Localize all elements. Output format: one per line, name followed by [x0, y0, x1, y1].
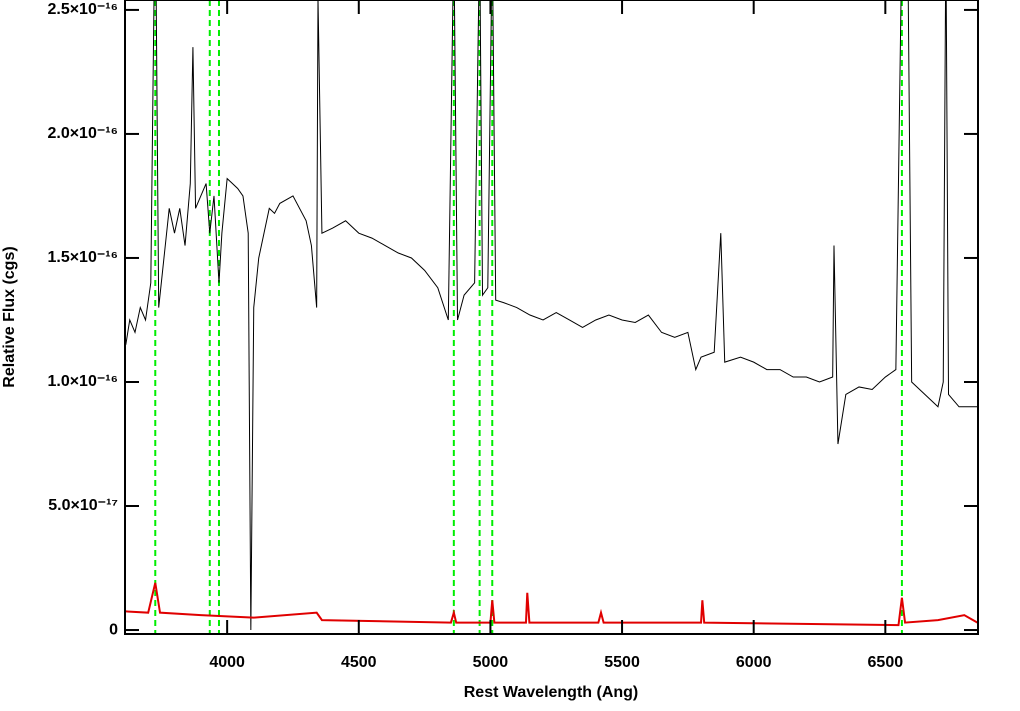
x-tick-label: 6000: [736, 654, 772, 671]
y-tick-label: 2.0×10⁻¹⁶: [47, 125, 118, 142]
x-axis-label: Rest Wavelength (Ang): [464, 684, 639, 701]
y-tick-label: 0: [109, 621, 118, 638]
y-tick-label: 5.0×10⁻¹⁷: [48, 497, 118, 514]
x-tick-label: 6500: [868, 654, 904, 671]
y-tick-label: 2.5×10⁻¹⁶: [47, 1, 118, 18]
y-tick-label: 1.5×10⁻¹⁶: [47, 249, 118, 266]
spectrum-line: [125, 582, 978, 627]
y-tick-label: 1.0×10⁻¹⁶: [47, 373, 118, 390]
plot-frame: [124, 0, 979, 635]
spectrum-line: [125, 0, 978, 631]
plot-area: [125, 0, 978, 634]
x-tick-label: 4500: [341, 654, 377, 671]
y-axis-label: Relative Flux (cgs): [1, 246, 18, 387]
x-tick-label: 5500: [604, 654, 640, 671]
x-tick-label: 4000: [209, 654, 245, 671]
x-tick-label: 5000: [473, 654, 509, 671]
